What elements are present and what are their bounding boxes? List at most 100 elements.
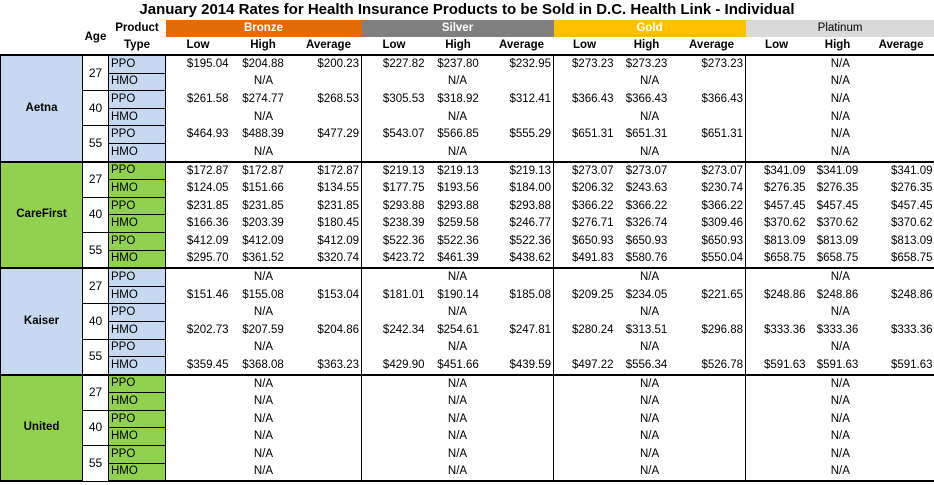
- product-type-cell: HMO: [108, 214, 166, 233]
- gold-average-cell: $366.22: [677, 197, 747, 215]
- gold-average-cell: $526.78: [677, 356, 747, 376]
- platinum-na-cell: N/A: [830, 341, 850, 354]
- header-row-sub: Type Low High Average Low High Average L…: [1, 37, 934, 55]
- gold-high-cell: $366.43: [625, 92, 668, 105]
- gold-low-cell: $209.25: [571, 288, 614, 301]
- product-type-cell: PPO: [108, 160, 166, 181]
- gold-na-cell: N/A: [553, 303, 747, 322]
- silver-na-cell: N/A: [361, 108, 555, 126]
- product-type-cell: HMO: [108, 107, 166, 127]
- silver-na-cell: N/A: [361, 143, 555, 163]
- silver-low-cell: $219.13: [361, 160, 427, 180]
- platinum-low-cell: $658.75: [745, 250, 808, 270]
- product-type-cell: HMO: [108, 285, 166, 305]
- platinum-high-cell: $341.09: [807, 160, 868, 180]
- silver-average-header: Average: [499, 39, 544, 51]
- age-cell: 55: [82, 125, 109, 163]
- platinum-na-cell: N/A: [745, 373, 934, 393]
- bronze-high-cell: $203.39: [242, 217, 284, 230]
- age-cell: 55: [82, 338, 109, 376]
- table-row: 40 PPO N/A N/A N/A N/A: [1, 409, 934, 447]
- bronze-high-cell: $412.09: [242, 234, 284, 247]
- product-type-cell: PPO: [108, 196, 166, 216]
- table-row: HMO N/A N/A N/A N/A: [1, 462, 934, 483]
- gold-average-cell: $296.88: [677, 321, 747, 339]
- gold-na-cell: N/A: [553, 392, 747, 411]
- product-type-cell: PPO: [108, 90, 166, 109]
- platinum-na-cell: N/A: [830, 395, 850, 408]
- gold-low-cell: $651.31: [571, 128, 614, 141]
- product-type-cell: PPO: [108, 445, 166, 464]
- bronze-high-cell: $151.66: [242, 181, 284, 194]
- platinum-low-header: Low: [765, 39, 789, 51]
- silver-high-cell: $259.58: [437, 217, 479, 230]
- gold-low-cell: $276.71: [571, 217, 614, 230]
- silver-average-cell: $184.00: [489, 179, 555, 198]
- silver-low-cell: $543.07: [382, 128, 425, 141]
- bronze-average-cell: $172.87: [295, 160, 362, 180]
- tier-header-silver: Silver: [361, 20, 554, 37]
- bronze-na-cell: N/A: [165, 143, 362, 163]
- silver-average-cell: $438.62: [489, 250, 555, 270]
- silver-low-cell: $423.72: [361, 250, 427, 270]
- gold-average-cell: $309.46: [677, 214, 747, 233]
- platinum-na-cell: N/A: [830, 128, 850, 141]
- age-cell: 40: [82, 303, 109, 340]
- gold-low-cell: $650.93: [571, 234, 614, 247]
- silver-na-cell: N/A: [361, 73, 555, 91]
- bronze-low-header: Low: [186, 39, 210, 51]
- platinum-average-cell: $333.36: [890, 323, 933, 336]
- platinum-average-cell: $276.35: [890, 181, 933, 194]
- bronze-na-cell: N/A: [165, 339, 362, 357]
- gold-average-cell: $650.93: [677, 232, 747, 251]
- product-type-cell: PPO: [108, 125, 166, 144]
- product-type-cell: HMO: [108, 249, 166, 270]
- bronze-low-cell: $261.58: [186, 92, 229, 105]
- platinum-na-cell: N/A: [830, 75, 850, 88]
- bronze-low-cell: $151.46: [186, 288, 229, 301]
- gold-na-cell: N/A: [553, 267, 747, 287]
- platinum-low-cell: $591.63: [745, 356, 808, 376]
- gold-average-cell: $273.23: [677, 53, 747, 74]
- product-type-cell: HMO: [108, 392, 166, 411]
- product-type-cell: HMO: [108, 72, 166, 92]
- carrier-name: United: [0, 373, 83, 483]
- silver-average-cell: $219.13: [489, 160, 555, 180]
- silver-high-cell: $318.92: [437, 92, 479, 105]
- silver-na-cell: N/A: [361, 267, 555, 287]
- table-row: HMO N/A N/A N/A N/A: [1, 392, 934, 411]
- header-row-tiers: Age Product Bronze Silver Gold Platinum: [1, 20, 934, 43]
- silver-high-cell: $461.39: [426, 250, 490, 270]
- silver-average-cell: $522.36: [489, 232, 555, 251]
- product-type-cell: PPO: [108, 338, 166, 358]
- silver-high-cell: $219.13: [426, 160, 490, 180]
- gold-na-cell: N/A: [553, 410, 747, 428]
- bronze-average-cell: $231.85: [295, 197, 362, 215]
- silver-average-cell: $312.41: [489, 90, 555, 109]
- platinum-average-cell: $813.09: [890, 234, 933, 247]
- product-type-cell: HMO: [108, 462, 166, 483]
- gold-na-cell: N/A: [553, 463, 747, 483]
- silver-high-cell: $190.14: [437, 288, 479, 301]
- age-header: Age: [84, 30, 107, 43]
- table-row: 40 PPO $231.85 $231.85 $231.85 $293.88 $293.88…: [1, 196, 934, 233]
- age-cell: 27: [82, 267, 109, 305]
- silver-low-cell: $293.88: [382, 199, 425, 212]
- silver-low-cell: $305.53: [382, 92, 425, 105]
- gold-na-cell: N/A: [553, 339, 747, 357]
- bronze-low-cell: $202.73: [186, 323, 229, 336]
- gold-low-cell: $273.23: [553, 53, 616, 74]
- bronze-na-cell: N/A: [165, 108, 362, 126]
- gold-high-cell: $366.22: [625, 199, 668, 212]
- platinum-na-cell: N/A: [830, 306, 850, 319]
- silver-low-cell: $429.90: [361, 356, 427, 376]
- gold-na-cell: N/A: [553, 427, 747, 446]
- gold-high-cell: $580.76: [615, 250, 678, 270]
- table-row: 55 PPO $464.93 $488.39 $477.29 $543.07 $566.85…: [1, 125, 934, 163]
- gold-high-cell: $243.63: [625, 181, 668, 194]
- gold-high-cell: $273.07: [615, 160, 678, 180]
- silver-high-cell: $293.88: [437, 199, 479, 212]
- gold-na-cell: N/A: [553, 373, 747, 393]
- gold-average-cell: $550.04: [677, 250, 747, 270]
- rates-table: Age Product Bronze Silver Gold Platinum …: [0, 20, 934, 483]
